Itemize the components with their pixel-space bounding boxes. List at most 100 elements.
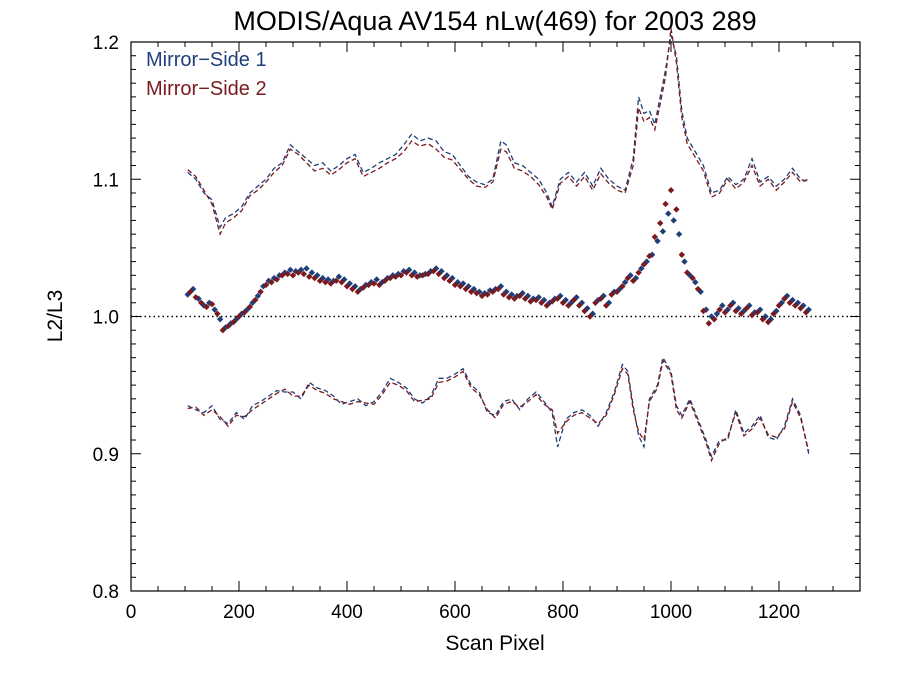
data-point [570,296,577,304]
data-point [632,274,640,282]
data-point [273,276,280,283]
data-point [597,295,604,302]
data-point [441,274,448,282]
data-point [397,272,405,279]
data-point [500,291,507,298]
data-point [403,269,410,276]
data-point [673,206,680,213]
data-point [640,261,648,268]
data-point [694,285,702,293]
data-point [700,307,707,315]
data-point [802,309,810,316]
data-point [530,295,537,302]
data-point [603,302,610,309]
series-layer [184,28,812,463]
data-point [778,299,785,306]
data-point [511,295,518,302]
data-point [187,288,194,295]
data-point [675,230,683,238]
data-point [484,291,491,298]
y-axis-label: L2/L3 [44,290,67,343]
data-point [667,187,675,194]
lower-envelope-line [187,358,810,463]
data-point [689,274,696,282]
data-point [254,292,262,300]
data-point [616,285,623,293]
y-tick-label: 0.9 [93,445,119,466]
data-point [370,280,378,287]
data-point [792,302,799,309]
data-point [727,302,734,309]
data-point [208,300,216,308]
data-point [770,310,777,317]
data-point [576,302,583,309]
legend-entry-mirror-side-1: Mirror−Side 1 [146,49,267,71]
y-tick-label: 0.8 [93,582,119,603]
data-point [414,273,421,280]
data-point [565,302,572,309]
data-point [800,302,807,309]
data-point [376,281,383,289]
data-point [608,291,615,298]
data-point [584,305,591,312]
data-point [705,320,712,327]
data-point [578,299,586,306]
data-point [230,318,237,326]
data-point [392,273,399,280]
data-point [621,278,629,286]
data-point [424,270,432,278]
data-point [559,299,567,306]
data-point [630,277,637,285]
x-tick-label: 1200 [758,602,800,623]
data-point [765,318,772,326]
data-point [557,292,564,300]
data-point [225,322,232,330]
data-point [543,302,550,309]
data-point [335,273,343,280]
y-tick-label: 1.0 [93,308,119,329]
data-point [435,270,442,278]
x-axis-label: Scan Pixel [445,632,544,655]
data-point [408,272,415,279]
data-point [446,277,453,285]
data-point [659,228,667,235]
data-point [743,305,750,312]
chart-title: MODIS/Aqua AV154 nLw(469) for 2003 289 [233,6,756,36]
data-point [468,288,475,295]
data-point [738,310,745,317]
data-point [279,272,286,279]
data-point [354,288,361,295]
data-point [662,200,669,208]
data-point [592,299,599,306]
y-tick-label: 1.1 [93,170,119,191]
data-point [665,210,672,217]
data-point [478,292,486,300]
data-point [681,258,688,265]
lower-envelope-line [187,355,810,459]
data-point [522,295,529,302]
data-point [295,269,302,276]
data-point [219,327,226,334]
data-point [748,311,756,319]
data-point [549,298,556,305]
data-point [241,309,248,316]
data-point [381,277,388,285]
data-point [211,306,218,313]
data-point [786,299,793,306]
data-point [732,307,739,315]
data-point [308,269,316,276]
x-tick-label: 200 [223,602,255,623]
series-mirror-side-1 [184,34,812,459]
data-point [719,302,726,309]
y-tick-label: 1.2 [93,33,119,54]
upper-envelope-line [187,28,809,236]
data-point [643,258,650,265]
data-point [692,278,699,286]
data-point [535,294,542,301]
x-tick-label: 600 [439,602,471,623]
x-tick-label: 400 [331,602,363,623]
data-point [203,303,210,311]
data-point [252,296,259,304]
data-point [724,306,731,313]
data-point [527,298,534,305]
